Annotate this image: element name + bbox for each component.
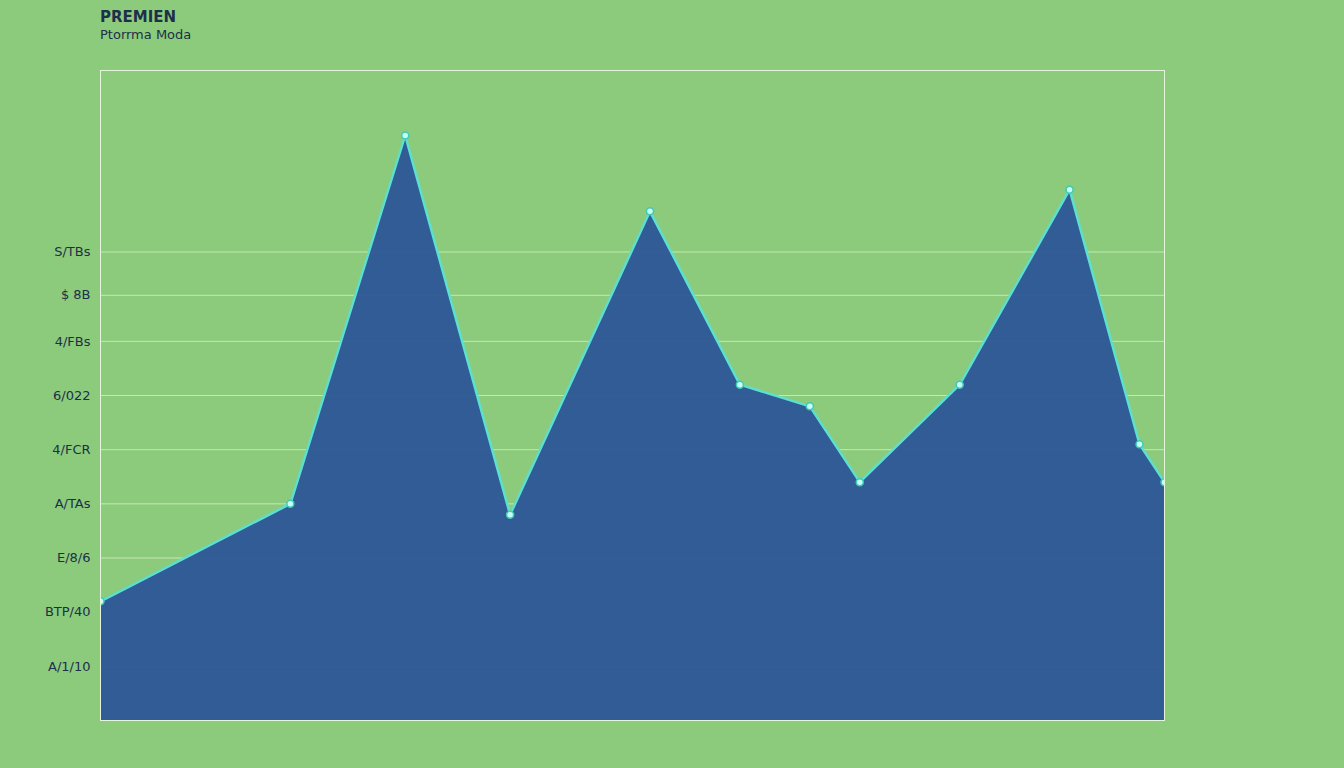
svg-text:A/TAs: A/TAs: [55, 496, 91, 511]
svg-text:A/1/10: A/1/10: [48, 658, 90, 673]
svg-text:4/FCR: 4/FCR: [52, 442, 90, 457]
svg-text:S/TBs: S/TBs: [54, 244, 90, 259]
svg-text:6/022: 6/022: [53, 388, 90, 403]
html-text:PREMIEN: PREMIEN: [100, 8, 177, 26]
svg-text:E/8/6: E/8/6: [57, 550, 91, 565]
svg-text:$ 8B: $ 8B: [61, 287, 91, 302]
svg-text:4/FBs: 4/FBs: [55, 333, 91, 348]
html-text:Ptorrma Moda: Ptorrma Moda: [100, 27, 192, 42]
svg-text:BTP/40: BTP/40: [45, 604, 91, 619]
